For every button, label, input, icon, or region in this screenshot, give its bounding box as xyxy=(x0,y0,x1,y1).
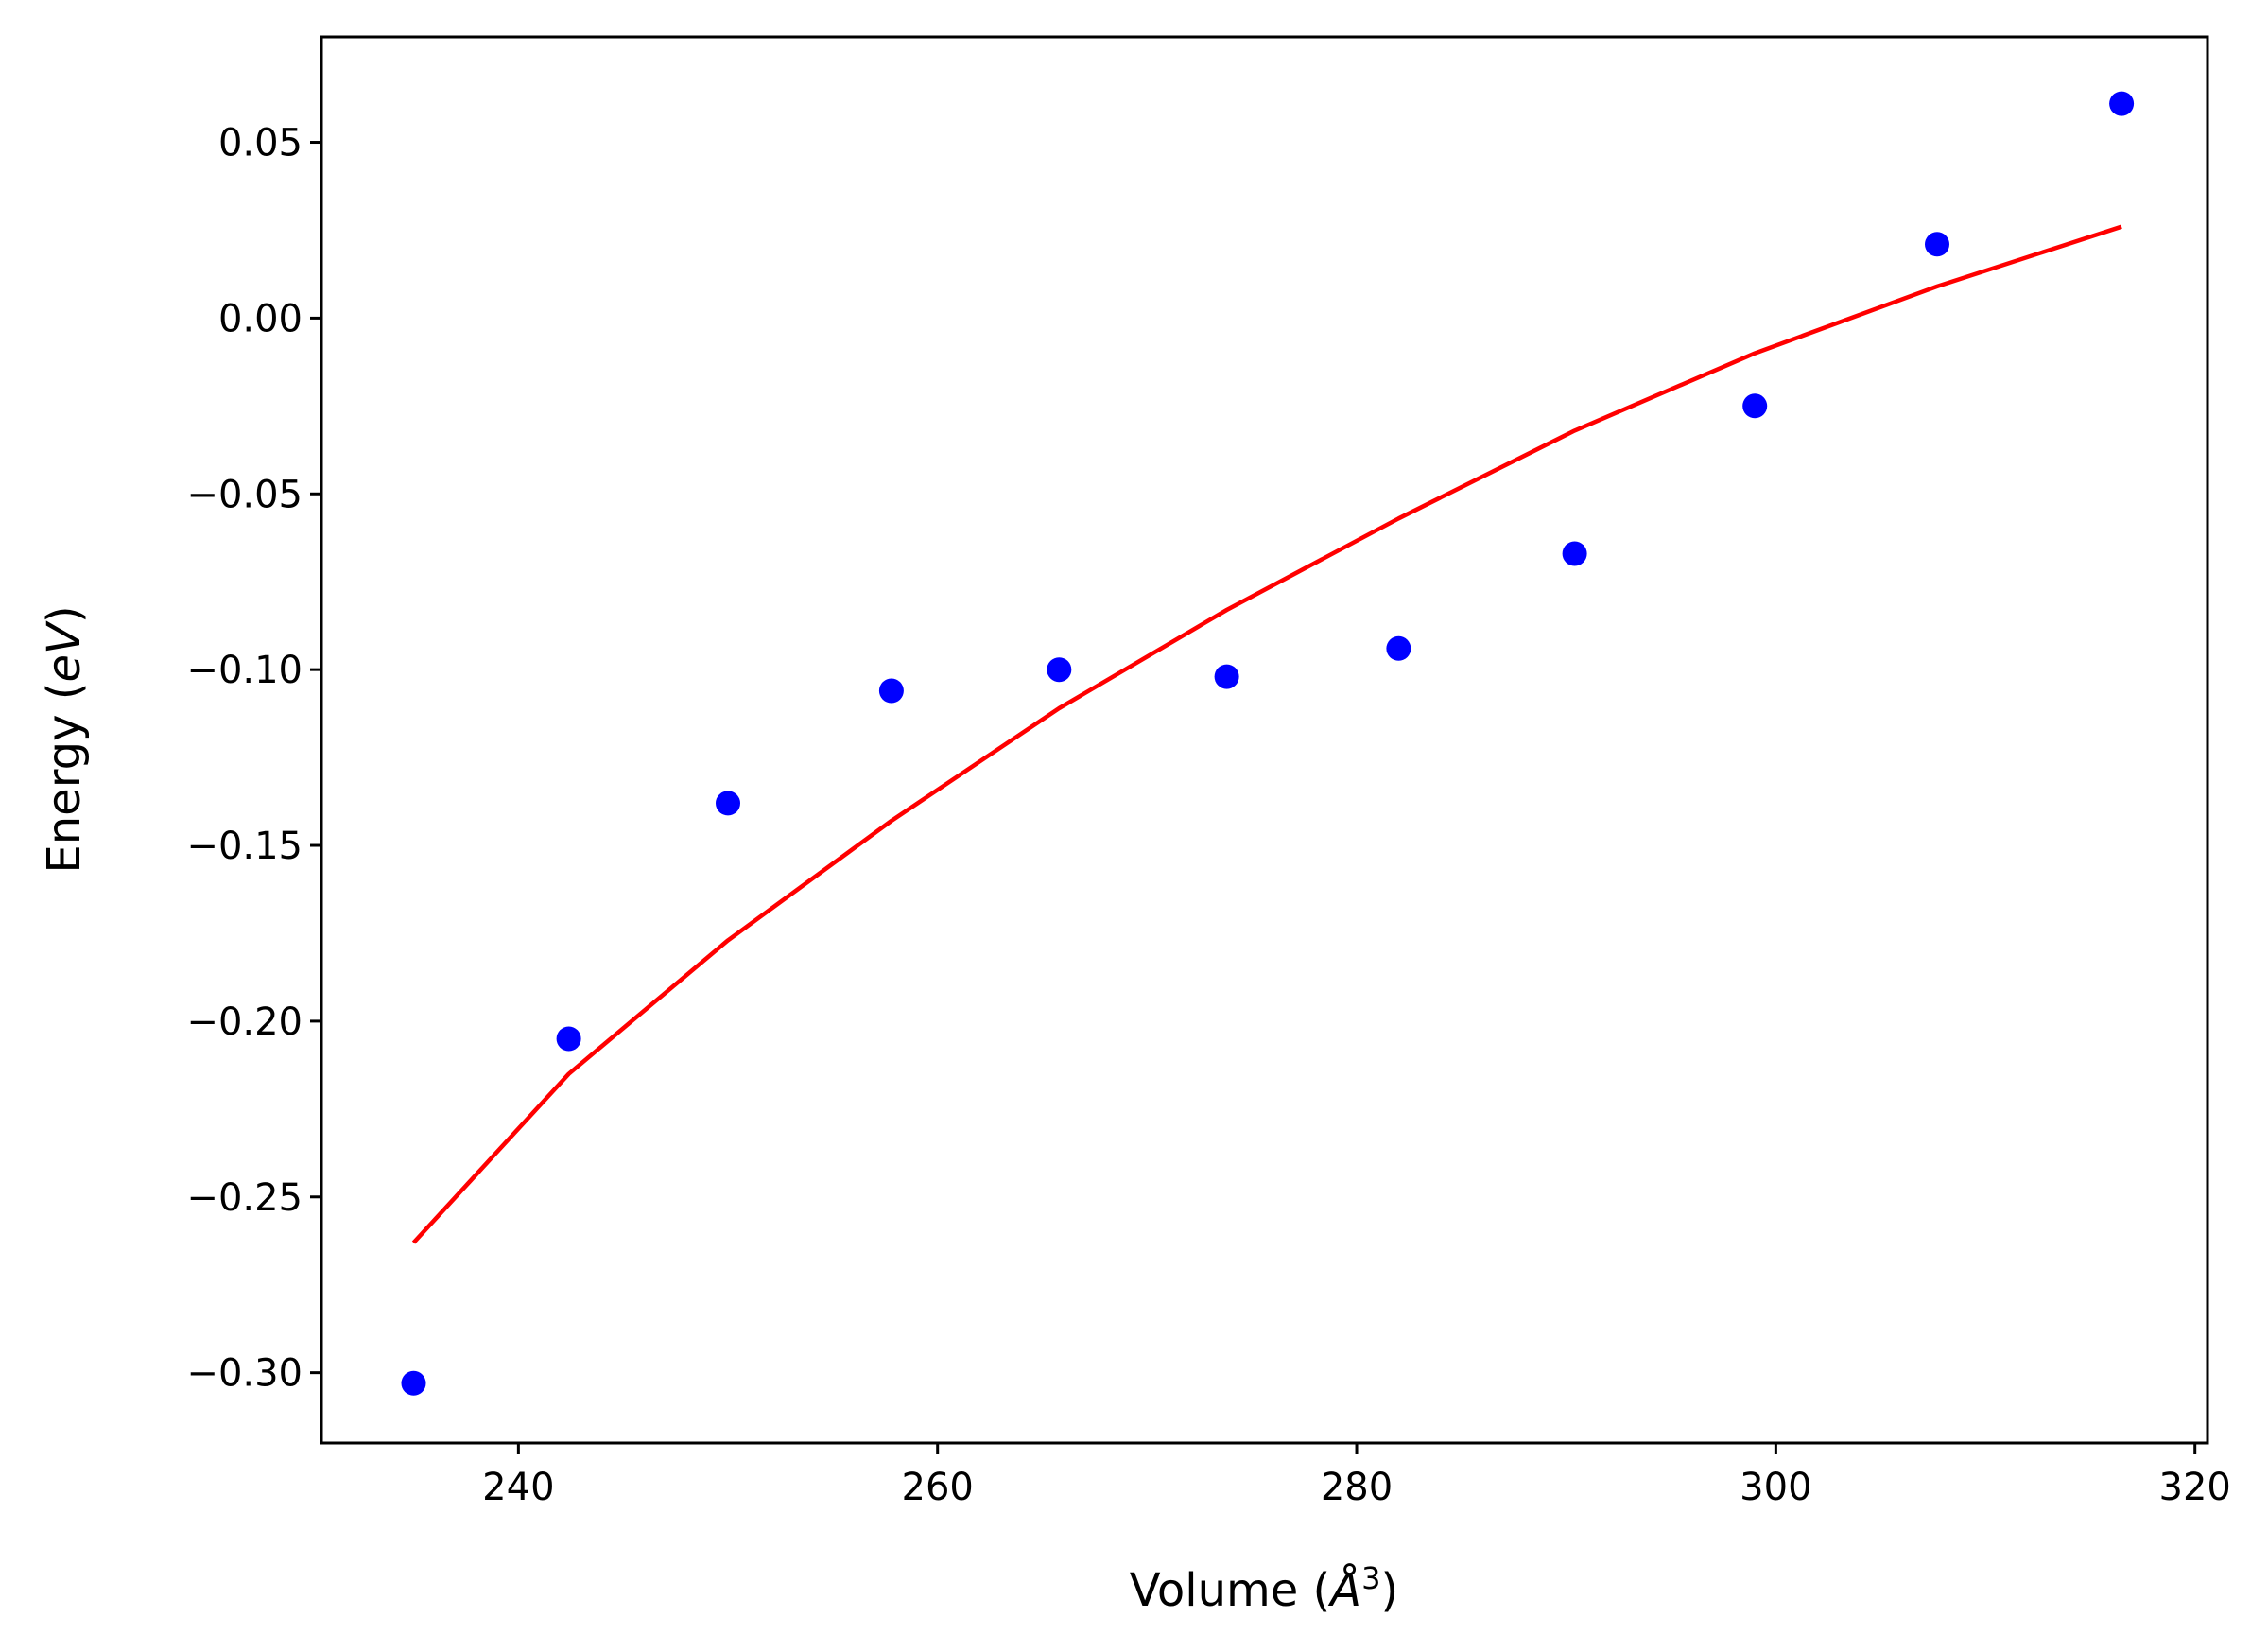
y-tick-label: −0.30 xyxy=(186,1352,303,1396)
x-tick-label: 320 xyxy=(2159,1466,2231,1509)
data-point xyxy=(1047,657,1072,683)
y-tick-label: −0.05 xyxy=(186,473,303,516)
y-axis: 0.05 0.00 −0.05 −0.10 −0.15 −0.20 −0.25 −0.30 xyxy=(186,122,321,1396)
x-tick-label: 240 xyxy=(482,1466,554,1509)
x-tick-label: 280 xyxy=(1321,1466,1393,1509)
y-tick-label: 0.05 xyxy=(218,122,303,165)
data-point xyxy=(1386,635,1411,661)
data-point xyxy=(1925,232,1949,257)
y-tick-label: −0.10 xyxy=(186,649,303,692)
data-point xyxy=(1562,541,1587,566)
axes-frame xyxy=(320,35,2209,1445)
data-point xyxy=(716,791,740,816)
data-point xyxy=(1214,664,1239,689)
data-point xyxy=(878,678,904,704)
y-tick-label: 0.00 xyxy=(218,297,303,340)
plot-area xyxy=(401,91,2135,1396)
y-tick-label: −0.25 xyxy=(186,1176,303,1220)
fit-curve-line xyxy=(411,224,2122,1244)
y-tick-label: −0.20 xyxy=(186,1000,303,1044)
data-point xyxy=(401,1370,426,1396)
x-axis: 240 260 280 300 320 xyxy=(482,1443,2231,1509)
data-point xyxy=(2109,91,2135,116)
x-axis-label: Volume (Å3) xyxy=(1130,1560,1398,1617)
x-tick-label: 300 xyxy=(1740,1466,1811,1509)
y-tick-label: −0.15 xyxy=(186,825,303,868)
x-tick-label: 260 xyxy=(902,1466,974,1509)
data-point xyxy=(556,1026,581,1052)
y-axis-label: Energy (eV) xyxy=(38,605,91,873)
data-point xyxy=(1742,393,1768,419)
